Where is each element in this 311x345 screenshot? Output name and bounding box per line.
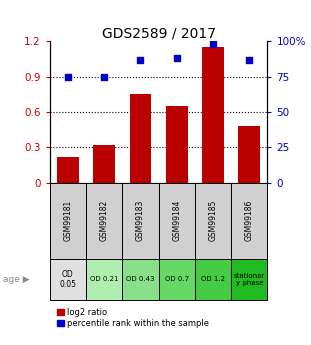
Bar	[57, 157, 79, 183]
Bar	[159, 259, 195, 300]
Bar	[239, 126, 260, 183]
Bar	[122, 183, 159, 259]
Point	[138, 57, 143, 62]
Bar	[122, 259, 159, 300]
Text: OD 0.7: OD 0.7	[165, 276, 189, 283]
Bar	[86, 259, 122, 300]
Bar	[93, 145, 115, 183]
Point	[247, 57, 252, 62]
Text: GSM99186: GSM99186	[245, 200, 254, 242]
Text: OD 0.43: OD 0.43	[126, 276, 155, 283]
Text: GSM99182: GSM99182	[100, 200, 109, 242]
Point	[65, 74, 70, 79]
Text: age ▶: age ▶	[3, 275, 30, 284]
Bar	[50, 259, 86, 300]
Title: GDS2589 / 2017: GDS2589 / 2017	[102, 26, 216, 40]
Text: GSM99184: GSM99184	[172, 200, 181, 242]
Text: stationar
y phase: stationar y phase	[234, 273, 265, 286]
Text: GSM99185: GSM99185	[209, 200, 217, 242]
Point	[102, 74, 107, 79]
Text: GSM99183: GSM99183	[136, 200, 145, 242]
Bar	[231, 259, 267, 300]
Bar	[195, 259, 231, 300]
Bar	[159, 183, 195, 259]
Point	[211, 41, 216, 47]
Text: OD
0.05: OD 0.05	[59, 270, 77, 289]
Bar	[202, 47, 224, 183]
Bar	[130, 95, 151, 183]
Bar	[231, 183, 267, 259]
Bar	[50, 183, 86, 259]
Point	[174, 56, 179, 61]
Bar	[166, 106, 188, 183]
Text: OD 0.21: OD 0.21	[90, 276, 118, 283]
Bar	[86, 183, 122, 259]
Text: GSM99181: GSM99181	[63, 200, 72, 242]
Bar	[195, 183, 231, 259]
Legend: log2 ratio, percentile rank within the sample: log2 ratio, percentile rank within the s…	[54, 304, 213, 332]
Text: OD 1.2: OD 1.2	[201, 276, 225, 283]
